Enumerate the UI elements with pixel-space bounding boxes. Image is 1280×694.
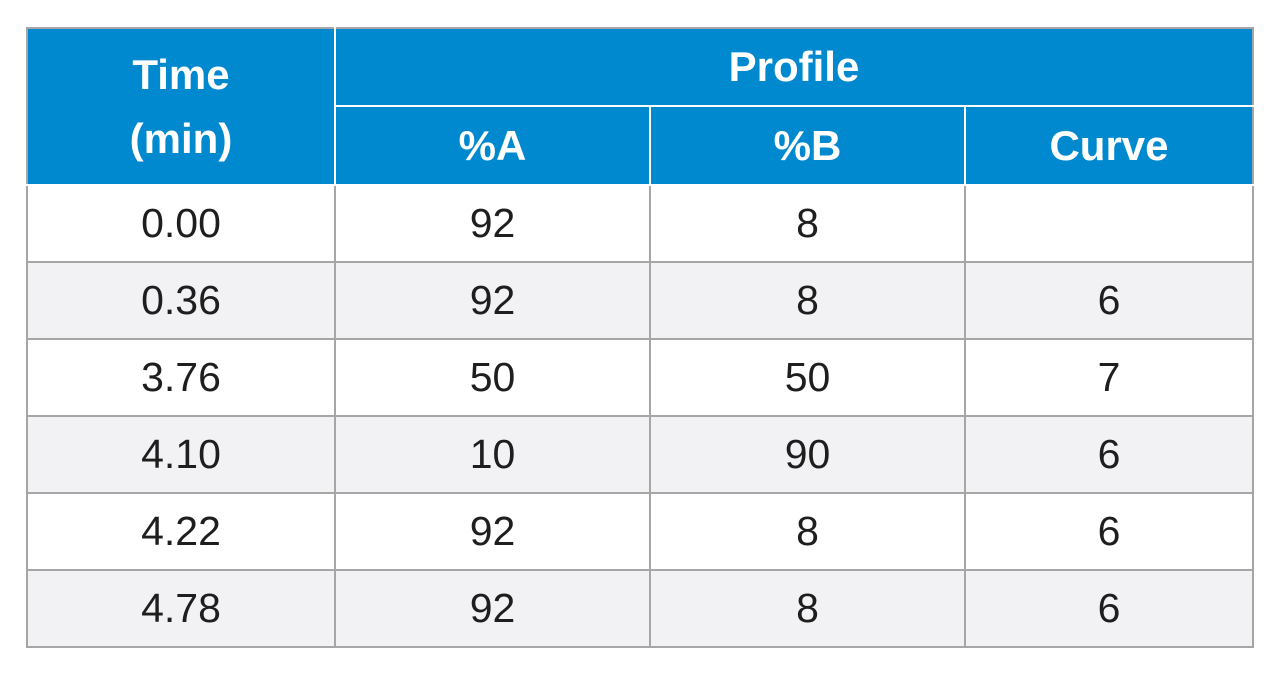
percent-a-cell: 92 [334, 184, 651, 263]
table-row: 4.10 10 90 6 [26, 415, 1254, 494]
time-column-header: Time (min) [26, 27, 336, 186]
time-cell: 4.10 [26, 415, 336, 494]
percent-a-cell: 10 [334, 415, 651, 494]
gradient-table: Time (min) Profile %A %B Curve 0.00 92 8… [26, 27, 1254, 648]
percent-a-header: %A [334, 105, 651, 186]
percent-b-header: %B [649, 105, 966, 186]
curve-cell [964, 184, 1254, 263]
curve-cell: 6 [964, 569, 1254, 648]
table-row: 3.76 50 50 7 [26, 338, 1254, 417]
time-cell: 0.00 [26, 184, 336, 263]
profile-group-header: Profile [334, 27, 1254, 107]
curve-cell: 6 [964, 492, 1254, 571]
percent-b-cell: 50 [649, 338, 966, 417]
percent-b-cell: 8 [649, 569, 966, 648]
table-row: 0.36 92 8 6 [26, 261, 1254, 340]
curve-header: Curve [964, 105, 1254, 186]
curve-cell: 6 [964, 261, 1254, 340]
time-cell: 4.78 [26, 569, 336, 648]
time-cell: 3.76 [26, 338, 336, 417]
curve-cell: 7 [964, 338, 1254, 417]
percent-b-cell: 90 [649, 415, 966, 494]
header-row-top: Time (min) Profile [26, 27, 1254, 186]
percent-a-cell: 92 [334, 261, 651, 340]
percent-a-cell: 50 [334, 338, 651, 417]
percent-b-cell: 8 [649, 184, 966, 263]
time-header-line1: Time [132, 50, 230, 98]
percent-b-cell: 8 [649, 261, 966, 340]
time-cell: 0.36 [26, 261, 336, 340]
curve-cell: 6 [964, 415, 1254, 494]
header-row-sub: %A %B Curve [27, 105, 1254, 186]
table-row: 4.78 92 8 6 [26, 569, 1254, 648]
time-cell: 4.22 [26, 492, 336, 571]
percent-a-cell: 92 [334, 569, 651, 648]
percent-b-cell: 8 [649, 492, 966, 571]
table-row: 4.22 92 8 6 [26, 492, 1254, 571]
gradient-table-container: Time (min) Profile %A %B Curve 0.00 92 8… [26, 27, 1254, 648]
time-header-line2: (min) [129, 114, 233, 162]
table-header: Time (min) Profile %A %B Curve [26, 27, 1254, 186]
table-row: 0.00 92 8 [26, 184, 1254, 263]
percent-a-cell: 92 [334, 492, 651, 571]
table-body: 0.00 92 8 0.36 92 8 6 3.76 50 50 7 4.10 … [26, 184, 1254, 648]
